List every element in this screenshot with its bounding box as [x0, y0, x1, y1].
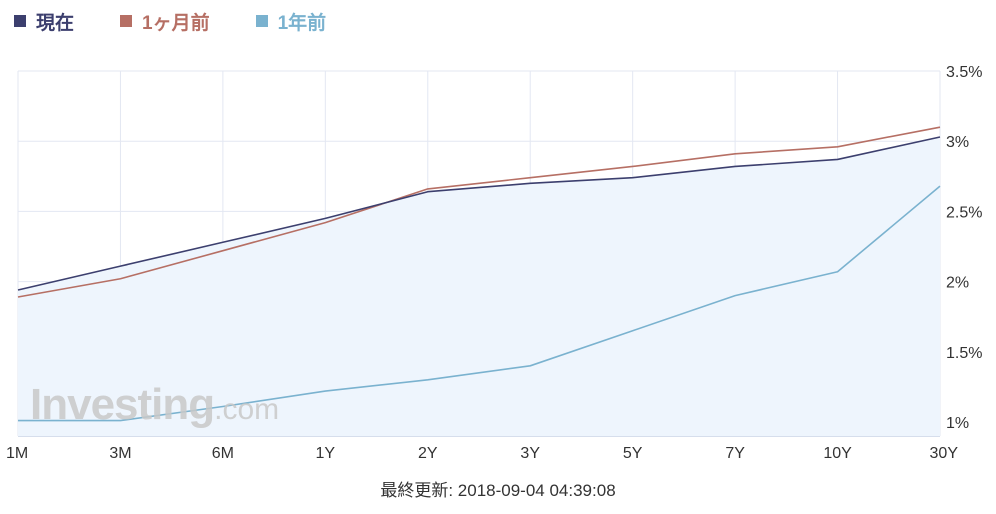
line-series-0[interactable] — [17, 136, 941, 291]
legend-label-1-month-ago: 1ヶ月前 — [142, 12, 210, 34]
area-series-0 — [18, 136, 940, 436]
last-updated-text: 最終更新: 2018-09-04 04:39:08 — [380, 481, 616, 500]
legend-swatch-current — [14, 15, 26, 27]
legend-label-1-year-ago: 1年前 — [277, 12, 327, 34]
x-tick-label-10Y: 10Y — [823, 445, 852, 462]
legend-item-current[interactable]: 現在 — [14, 8, 74, 35]
line-series-2[interactable] — [18, 185, 941, 422]
y-tick-label-1.5%: 1.5% — [946, 345, 982, 362]
x-tick-label-3Y: 3Y — [520, 445, 540, 462]
legend-swatch-1-year-ago — [255, 15, 268, 27]
y-tick-label-3.5%: 3.5% — [946, 64, 982, 81]
x-tick-label-6M: 6M — [212, 445, 234, 462]
series-areas — [18, 136, 940, 436]
y-tick-label-2.5%: 2.5% — [946, 204, 982, 221]
legend-swatch-1-month-ago — [120, 15, 133, 27]
y-axis-labels: 1% 1.5% 2% 2.5% 3% 3.5% — [946, 64, 982, 432]
y-tick-label-2%: 2% — [946, 275, 969, 292]
investing-watermark-logo: Investing.com — [30, 380, 279, 430]
watermark-suffix: .com — [214, 393, 280, 426]
x-tick-label-5Y: 5Y — [623, 445, 643, 462]
x-tick-label-30Y: 30Y — [930, 445, 959, 462]
legend-label-current: 現在 — [36, 12, 75, 34]
legend[interactable]: 現在 1ヶ月前 1年前 — [14, 8, 326, 34]
legend-item-1-year-ago[interactable]: 1年前 — [255, 8, 327, 35]
legend-item-1-month-ago[interactable]: 1ヶ月前 — [120, 8, 210, 35]
x-axis-labels: 1M 3M 6M 1Y 2Y 3Y 5Y 7Y 10Y 30Y — [6, 445, 958, 462]
y-tick-label-3%: 3% — [946, 134, 969, 151]
x-tick-label-3M: 3M — [109, 445, 131, 462]
x-tick-label-1Y: 1Y — [316, 445, 336, 462]
watermark-brand: Investing — [30, 380, 215, 429]
series-lines — [17, 126, 941, 422]
y-tick-label-1%: 1% — [946, 415, 969, 432]
x-tick-label-1M: 1M — [6, 445, 28, 462]
x-tick-label-2Y: 2Y — [418, 445, 438, 462]
x-tick-label-7Y: 7Y — [725, 445, 745, 462]
line-series-1[interactable] — [17, 126, 941, 298]
